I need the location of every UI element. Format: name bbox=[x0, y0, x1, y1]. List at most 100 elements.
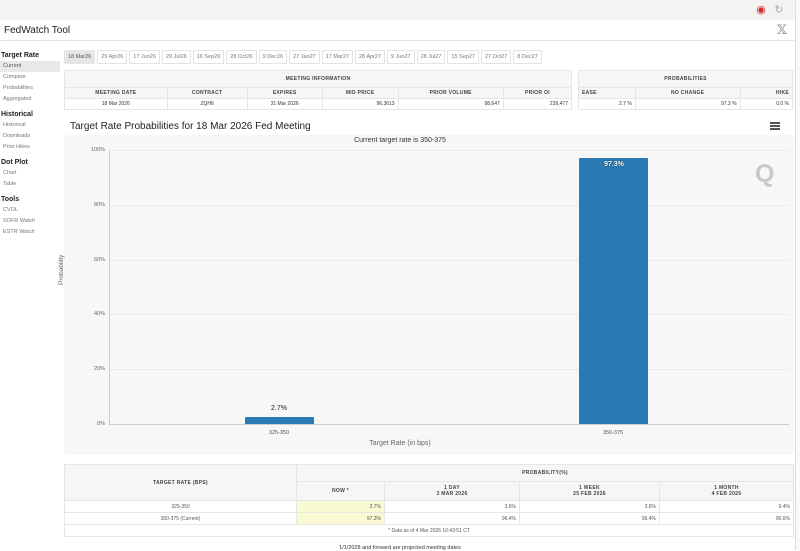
bar-label: 2.7% bbox=[271, 405, 287, 412]
1-week-cell: 96.4% bbox=[519, 512, 660, 525]
meeting-date-value: 18 Mar 2026 bbox=[64, 98, 168, 110]
chart-area bbox=[64, 135, 794, 455]
sidebar-item-compare[interactable]: Compare bbox=[3, 74, 26, 80]
col-ease: EASE bbox=[578, 87, 636, 99]
sidebar-item-chart[interactable]: Chart bbox=[3, 170, 17, 176]
expires-value: 31 Mar 2026 bbox=[246, 98, 323, 110]
sidebar-item-cvol[interactable]: CVOL bbox=[3, 207, 18, 213]
chart-title: Target Rate Probabilities for 18 Mar 202… bbox=[70, 121, 311, 132]
table-row: 350-375 (Current) 97.3% 96.4% 96.4% 90.6… bbox=[64, 512, 794, 525]
meeting-information-table: MEETING INFORMATION MEETING DATE CONTRAC… bbox=[64, 70, 573, 110]
tab-meeting-date[interactable]: 17 Jun26 bbox=[129, 50, 160, 64]
col-expires: EXPIRES bbox=[246, 87, 323, 99]
col-1-day: 1 DAY 3 MAR 2026 bbox=[384, 481, 520, 501]
sidebar-item-estr-watch[interactable]: ESTR Watch bbox=[3, 229, 35, 235]
tab-meeting-date[interactable]: 18 Mar26 bbox=[64, 50, 96, 64]
col-hike: HIKE bbox=[739, 87, 794, 99]
1-day-cell: 96.4% bbox=[384, 512, 520, 525]
1-day-cell: 3.6% bbox=[384, 500, 520, 513]
now-cell: 2.7% bbox=[296, 500, 385, 513]
sidebar-item-current[interactable]: Current bbox=[0, 61, 60, 72]
tab-meeting-date[interactable]: 27 Oct27 bbox=[480, 50, 512, 64]
y-axis bbox=[109, 150, 110, 424]
vertical-scrollbar[interactable] bbox=[795, 0, 800, 550]
sidebar-item-sofr-watch[interactable]: SOFR Watch bbox=[3, 218, 36, 224]
sidebar: Target Rate Current Compare Probabilitie… bbox=[0, 50, 60, 238]
ease-value: 2.7 % bbox=[578, 98, 636, 110]
x-logo-icon[interactable]: 𝕏 bbox=[776, 23, 787, 38]
y-tick: 20% bbox=[93, 366, 105, 372]
col-contract: CONTRACT bbox=[166, 87, 248, 99]
col-target-rate: TARGET RATE (BPS) bbox=[64, 464, 297, 501]
sidebar-item-historical[interactable]: Historical bbox=[3, 122, 26, 128]
probabilities-header: PROBABILITIES bbox=[578, 70, 793, 88]
sidebar-item-table[interactable]: Table bbox=[3, 181, 17, 187]
tool-title: FedWatch Tool bbox=[4, 25, 71, 36]
y-tick: 40% bbox=[93, 311, 105, 317]
gridline bbox=[109, 205, 789, 206]
chart-subtitle: Current target rate is 350-375 bbox=[354, 137, 446, 144]
col-prior-volume: PRIOR VOLUME bbox=[397, 87, 504, 99]
y-tick: 100% bbox=[90, 147, 105, 153]
sidebar-item-probabilities[interactable]: Probabilities bbox=[3, 85, 33, 91]
table-row: 325-350 2.7% 3.6% 3.6% 9.4% bbox=[64, 500, 794, 513]
tool-title-bar: FedWatch Tool 𝕏 bbox=[0, 20, 795, 41]
tab-meeting-date[interactable]: 17 Mar27 bbox=[321, 50, 353, 64]
quikstrike-logo-icon: Q bbox=[755, 160, 775, 188]
prior-volume-value: 98,647 bbox=[397, 98, 504, 110]
tab-meeting-date[interactable]: 8 Dec27 bbox=[513, 50, 542, 64]
sidebar-item-prior-hikes[interactable]: Prior Hikes bbox=[3, 144, 30, 150]
y-axis-label: Probability bbox=[58, 254, 65, 285]
y-tick: 60% bbox=[93, 257, 105, 263]
col-1-month: 1 MONTH 4 FEB 2026 bbox=[659, 481, 794, 501]
gridline bbox=[109, 314, 789, 315]
tab-meeting-date[interactable]: 27 Jan27 bbox=[289, 50, 320, 64]
col-no-change: NO CHANGE bbox=[634, 87, 741, 99]
bar-350-375[interactable] bbox=[579, 158, 648, 424]
y-tick: 0% bbox=[97, 421, 105, 427]
col-meeting-date: MEETING DATE bbox=[64, 87, 168, 99]
1-month-cell: 90.6% bbox=[659, 512, 794, 525]
tab-meeting-date[interactable]: 9 Dec26 bbox=[258, 50, 288, 64]
tab-meeting-date[interactable]: 29 Jul26 bbox=[161, 50, 191, 64]
sidebar-item-downloads[interactable]: Downloads bbox=[3, 133, 31, 139]
x-axis bbox=[109, 424, 789, 425]
hike-value: 0.0 % bbox=[739, 98, 794, 110]
mid-price-value: 96.3613 bbox=[321, 98, 399, 110]
sidebar-heading-historical: Historical bbox=[1, 111, 33, 118]
tab-meeting-date[interactable]: 16 Sep26 bbox=[192, 50, 225, 64]
gridline bbox=[109, 260, 789, 261]
data-timestamp-note: * Data as of 4 Mar 2026 10:43:51 CT bbox=[64, 524, 794, 537]
col-mid-price: MID PRICE bbox=[321, 87, 399, 99]
tab-meeting-date[interactable]: 29 Apr26 bbox=[97, 50, 128, 64]
notification-icon[interactable]: ◉ bbox=[756, 4, 766, 16]
probabilities-table: PROBABILITIES EASE NO CHANGE HIKE 2.7 % … bbox=[578, 70, 794, 110]
x-axis-label: Target Rate (in bps) bbox=[369, 440, 431, 447]
sidebar-heading-dot-plot: Dot Plot bbox=[1, 159, 28, 166]
rate-cell: 325-350 bbox=[64, 500, 297, 513]
prior-oi-value: 226,477 bbox=[502, 98, 573, 110]
refresh-icon[interactable]: ↻ bbox=[774, 4, 784, 16]
meeting-date-tabs: 18 Mar26 29 Apr26 17 Jun26 29 Jul26 16 S… bbox=[64, 50, 542, 64]
col-1-week: 1 WEEK 25 FEB 2026 bbox=[519, 481, 660, 501]
y-tick: 80% bbox=[93, 202, 105, 208]
tab-meeting-date[interactable]: 28 Oct26 bbox=[226, 50, 257, 64]
sidebar-item-aggregated[interactable]: Aggregated bbox=[3, 96, 32, 102]
probability-group-header: PROBABILITY(%) bbox=[296, 464, 794, 482]
tab-meeting-date[interactable]: 28 Jul27 bbox=[416, 50, 446, 64]
hamburger-menu-icon[interactable] bbox=[770, 122, 780, 130]
contract-value: ZQH6 bbox=[166, 98, 248, 110]
browser-top-bar: ◉ ↻ bbox=[0, 0, 795, 20]
1-week-cell: 3.6% bbox=[519, 500, 660, 513]
tab-meeting-date[interactable]: 28 Apr27 bbox=[355, 50, 386, 64]
x-tick: 350-375 bbox=[602, 430, 624, 436]
col-prior-oi: PRIOR OI bbox=[502, 87, 573, 99]
1-month-cell: 9.4% bbox=[659, 500, 794, 513]
projected-dates-footnote: 1/1/2028 and forward are projected meeti… bbox=[339, 545, 461, 551]
tab-meeting-date[interactable]: 15 Sep27 bbox=[447, 50, 479, 64]
probability-history-table: TARGET RATE (BPS) PROBABILITY(%) NOW * 1… bbox=[64, 464, 794, 537]
meeting-information-header: MEETING INFORMATION bbox=[64, 70, 572, 88]
no-change-value: 97.3 % bbox=[634, 98, 741, 110]
tab-meeting-date[interactable]: 9 Jun27 bbox=[387, 50, 415, 64]
bar-325-350[interactable] bbox=[245, 417, 314, 424]
